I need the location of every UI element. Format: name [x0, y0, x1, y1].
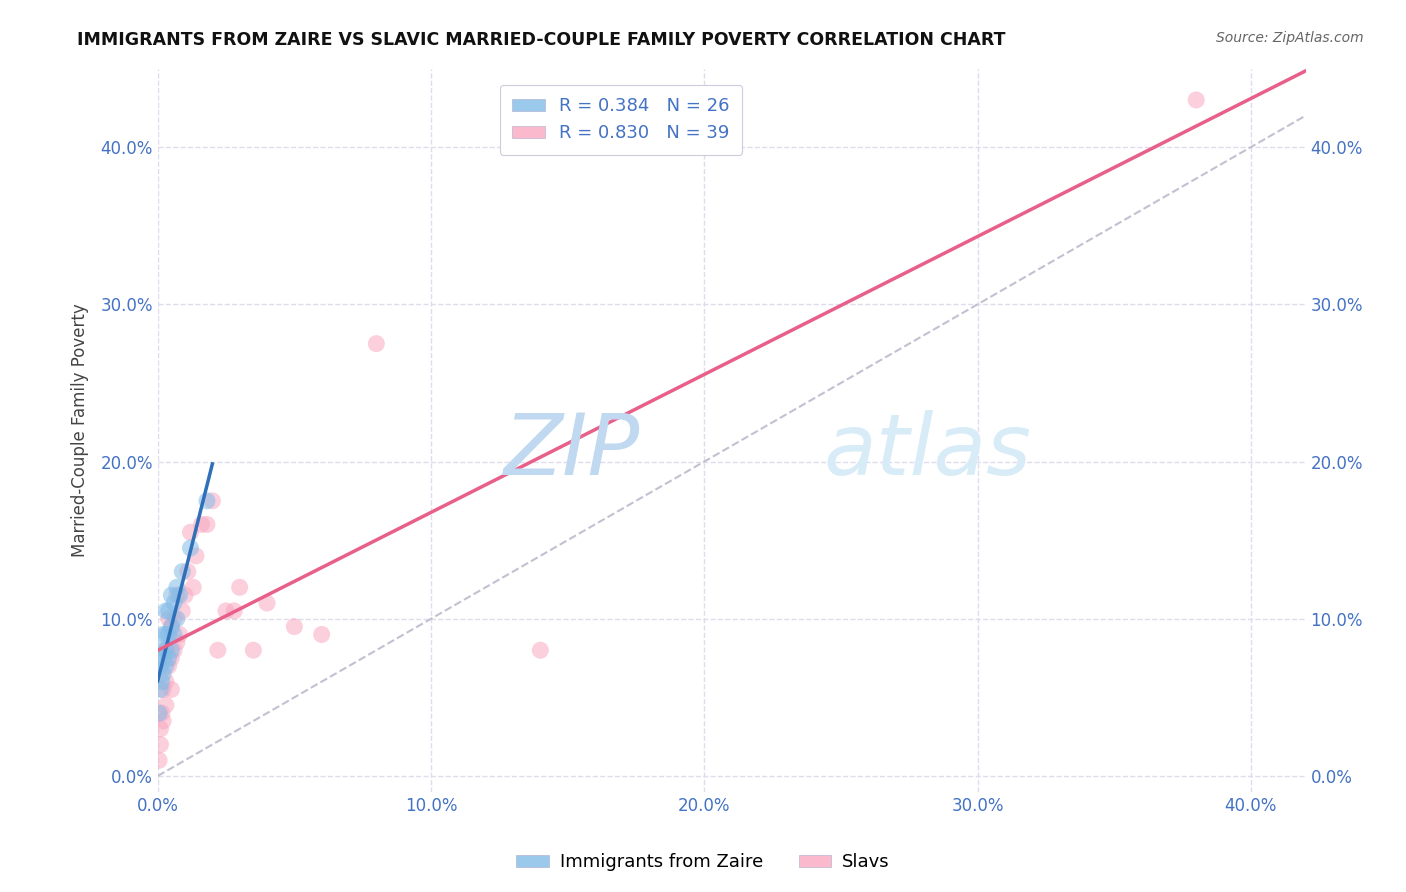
- Legend: Immigrants from Zaire, Slavs: Immigrants from Zaire, Slavs: [509, 847, 897, 879]
- Point: [160, 619, 183, 633]
- Point: [195, 517, 218, 532]
- Point: [179, 525, 201, 540]
- Point: [155, 604, 177, 618]
- Point: [174, 588, 197, 602]
- Point: [150, 643, 173, 657]
- Point: [366, 336, 388, 351]
- Point: [160, 588, 183, 602]
- Point: [207, 643, 229, 657]
- Point: [152, 666, 174, 681]
- Y-axis label: Married-Couple Family Poverty: Married-Couple Family Poverty: [72, 303, 89, 557]
- Point: [160, 651, 183, 665]
- Point: [155, 643, 177, 657]
- Point: [242, 643, 264, 657]
- Point: [149, 722, 172, 736]
- Text: ZIP: ZIP: [503, 410, 640, 493]
- Point: [256, 596, 278, 610]
- Point: [166, 580, 188, 594]
- Point: [150, 674, 173, 689]
- Point: [201, 493, 224, 508]
- Point: [155, 643, 177, 657]
- Point: [190, 517, 212, 532]
- Point: [529, 643, 551, 657]
- Point: [179, 541, 201, 555]
- Point: [163, 612, 186, 626]
- Text: atlas: atlas: [824, 410, 1032, 493]
- Point: [215, 604, 238, 618]
- Point: [169, 627, 191, 641]
- Text: Source: ZipAtlas.com: Source: ZipAtlas.com: [1216, 31, 1364, 45]
- Point: [149, 682, 172, 697]
- Point: [150, 706, 173, 720]
- Point: [160, 682, 183, 697]
- Point: [184, 549, 207, 563]
- Point: [149, 738, 172, 752]
- Legend: R = 0.384   N = 26, R = 0.830   N = 39: R = 0.384 N = 26, R = 0.830 N = 39: [499, 85, 742, 155]
- Point: [160, 619, 183, 633]
- Point: [157, 627, 180, 641]
- Point: [172, 604, 194, 618]
- Point: [283, 619, 305, 633]
- Point: [163, 627, 186, 641]
- Point: [166, 588, 188, 602]
- Point: [155, 659, 177, 673]
- Point: [1185, 93, 1208, 107]
- Point: [195, 493, 218, 508]
- Point: [228, 580, 250, 594]
- Point: [148, 753, 170, 767]
- Point: [148, 706, 170, 720]
- Point: [177, 565, 200, 579]
- Text: IMMIGRANTS FROM ZAIRE VS SLAVIC MARRIED-COUPLE FAMILY POVERTY CORRELATION CHART: IMMIGRANTS FROM ZAIRE VS SLAVIC MARRIED-…: [77, 31, 1005, 49]
- Point: [149, 659, 172, 673]
- Point: [172, 565, 194, 579]
- Point: [152, 682, 174, 697]
- Point: [166, 635, 188, 649]
- Point: [157, 612, 180, 626]
- Point: [152, 627, 174, 641]
- Point: [155, 674, 177, 689]
- Point: [155, 698, 177, 713]
- Point: [160, 643, 183, 657]
- Point: [181, 580, 204, 594]
- Point: [169, 588, 191, 602]
- Point: [157, 604, 180, 618]
- Point: [157, 651, 180, 665]
- Point: [152, 651, 174, 665]
- Point: [311, 627, 333, 641]
- Point: [152, 714, 174, 728]
- Point: [224, 604, 246, 618]
- Point: [166, 612, 188, 626]
- Point: [155, 627, 177, 641]
- Point: [157, 659, 180, 673]
- Point: [163, 643, 186, 657]
- Point: [163, 596, 186, 610]
